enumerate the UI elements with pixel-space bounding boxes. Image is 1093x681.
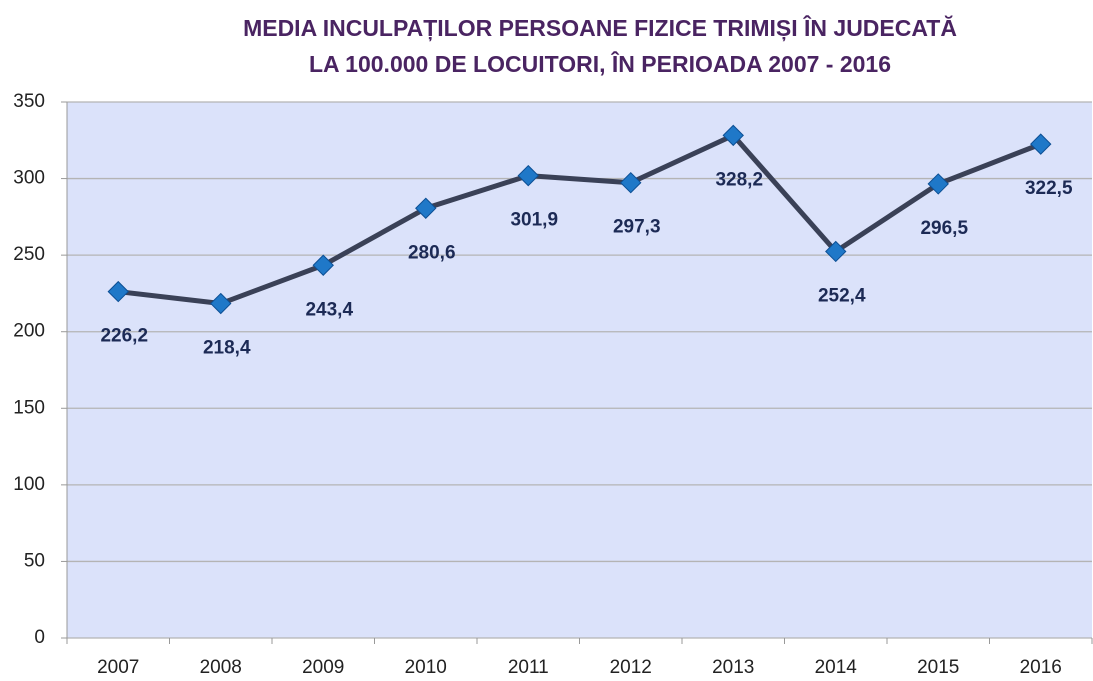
data-label: 297,3 (613, 217, 661, 238)
data-label: 252,4 (818, 285, 866, 306)
x-tick-label: 2014 (815, 657, 858, 676)
data-label: 226,2 (100, 326, 148, 347)
data-label: 243,4 (305, 299, 353, 320)
y-tick-label: 350 (13, 91, 45, 112)
marker (620, 171, 642, 194)
data-label: 301,9 (510, 210, 558, 231)
y-tick-label: 300 (13, 168, 45, 189)
x-tick-label: 2016 (1020, 657, 1062, 676)
y-tick-label: 100 (13, 474, 45, 495)
x-tick-label: 2010 (405, 657, 447, 676)
marker (825, 240, 847, 263)
chart-title: MEDIA INCULPAȚILOR PERSOANE FIZICE TRIMI… (243, 14, 957, 42)
marker (517, 164, 539, 187)
x-tick-label: 2008 (200, 657, 242, 676)
data-label: 296,5 (920, 218, 968, 239)
x-tick-label: 2009 (302, 657, 344, 676)
marker (312, 254, 334, 276)
y-tick-label: 150 (13, 397, 45, 418)
marker (1030, 133, 1052, 155)
x-tick-label: 2013 (712, 657, 754, 676)
data-label: 328,2 (715, 169, 763, 190)
x-tick-label: 2015 (917, 657, 959, 676)
marker (722, 124, 744, 147)
y-tick-label: 50 (24, 550, 45, 571)
data-label: 280,6 (408, 242, 456, 263)
x-tick-label: 2011 (508, 657, 549, 676)
marker (107, 280, 129, 303)
x-tick-label: 2007 (97, 657, 139, 676)
marker (415, 197, 437, 219)
chart-title: LA 100.000 DE LOCUITORI, ÎN PERIOADA 200… (309, 50, 891, 77)
series-line (117, 132, 1042, 307)
y-tick-label: 200 (13, 321, 45, 342)
marker (927, 173, 949, 195)
plot-area (67, 102, 1092, 638)
x-tick-label: 2012 (610, 657, 652, 676)
y-tick-label: 250 (13, 244, 45, 265)
data-label: 218,4 (203, 338, 251, 359)
y-tick-label: 0 (34, 627, 45, 648)
data-label: 322,5 (1025, 178, 1073, 199)
marker (210, 292, 232, 315)
